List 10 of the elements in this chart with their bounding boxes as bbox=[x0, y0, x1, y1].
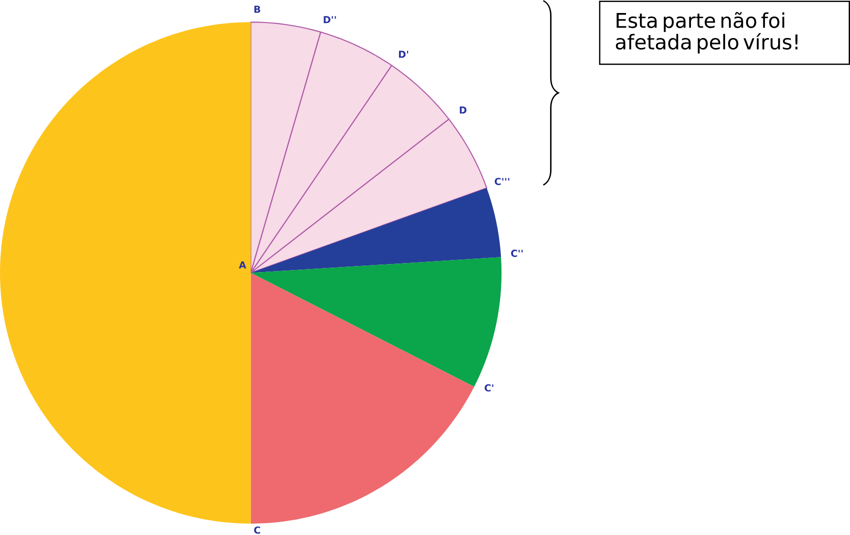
text: D bbox=[460, 106, 466, 114]
text: C bbox=[254, 526, 260, 534]
text: A bbox=[238, 261, 246, 268]
text: C''' bbox=[494, 178, 510, 186]
text: C'' bbox=[511, 250, 523, 258]
text: B bbox=[254, 6, 260, 13]
text: Esta parte não foi afetada pelo vírus! bbox=[616, 12, 798, 54]
text: C' bbox=[484, 384, 494, 392]
text: D' bbox=[398, 50, 408, 58]
text: D'' bbox=[324, 16, 336, 24]
